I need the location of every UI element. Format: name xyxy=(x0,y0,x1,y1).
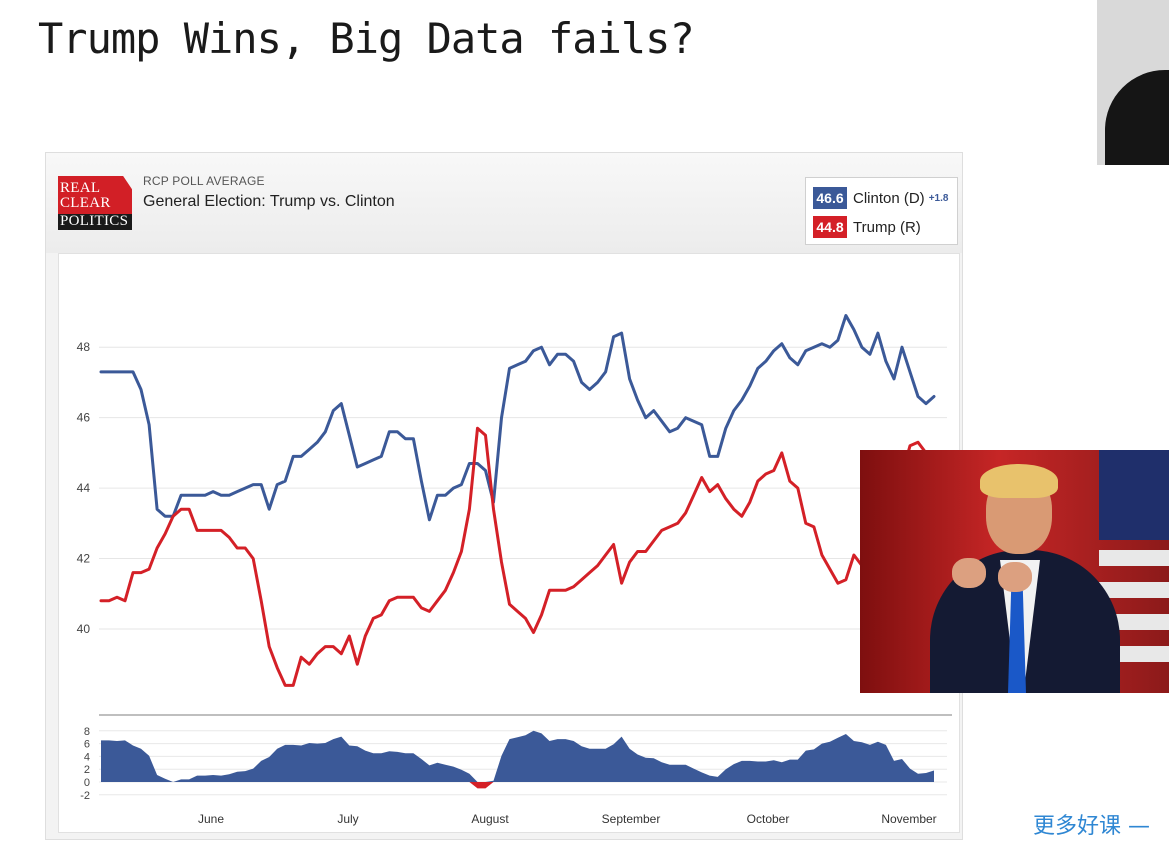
right-fist xyxy=(998,562,1032,592)
chart-kicker: RCP POLL AVERAGE xyxy=(143,174,265,188)
y-tick-label-1: 42 xyxy=(77,552,91,566)
legend-value-clinton: 46.6 xyxy=(813,187,847,209)
logo-line-1: REAL xyxy=(60,180,101,196)
series-line-trump xyxy=(99,426,936,687)
legend-spread-clinton: +1.8 xyxy=(928,192,949,204)
chart-title: General Election: Trump vs. Clinton xyxy=(143,193,395,210)
legend-item-trump: 44.8 Trump (R) xyxy=(813,216,921,238)
x-tick-label-september: September xyxy=(602,812,661,826)
legend-item-clinton: 46.6 Clinton (D) +1.8 xyxy=(813,187,948,209)
series-line-clinton xyxy=(99,314,936,522)
candidate-photo-inset xyxy=(860,450,1169,693)
spread-y-tick-label-5: -2 xyxy=(80,790,90,802)
rcp-logo: REAL CLEAR POLITICS xyxy=(58,176,132,230)
spread-y-tick-label-3: 2 xyxy=(84,764,90,776)
chart-header: REAL CLEAR POLITICS RCP POLL AVERAGE Gen… xyxy=(46,153,962,253)
legend: 46.6 Clinton (D) +1.8 44.8 Trump (R) xyxy=(805,177,958,245)
x-tick-label-june: June xyxy=(198,812,224,826)
more-courses-link[interactable]: 更多好课 — xyxy=(1033,814,1150,839)
logo-line-2: CLEAR xyxy=(60,195,111,211)
y-tick-label-0: 40 xyxy=(77,622,91,636)
legend-label-trump: Trump (R) xyxy=(853,218,921,236)
logo-line-3: POLITICS xyxy=(60,213,129,229)
x-tick-label-november: November xyxy=(881,812,936,826)
spread-y-tick-label-0: 8 xyxy=(84,726,90,738)
flag-canton xyxy=(1099,450,1169,540)
legend-label-clinton: Clinton (D) xyxy=(853,189,925,207)
plot-area: 40 42 44 46 48 8 6 4 2 0 -2 June July August September… xyxy=(58,253,960,833)
presenter-silhouette xyxy=(1105,70,1169,165)
y-tick-label-3: 46 xyxy=(77,411,91,425)
presenter-webcam xyxy=(1097,0,1169,165)
x-tick-label-august: August xyxy=(471,812,509,826)
x-tick-label-october: October xyxy=(747,812,790,826)
hair xyxy=(980,464,1058,498)
left-fist xyxy=(952,558,986,588)
x-tick-label-july: July xyxy=(337,812,358,826)
tie xyxy=(1008,575,1026,693)
spread-y-tick-label-1: 6 xyxy=(84,739,90,751)
spread-area-clinton xyxy=(101,730,934,782)
rcp-chart-card: REAL CLEAR POLITICS RCP POLL AVERAGE Gen… xyxy=(45,152,963,840)
slide-title: Trump Wins, Big Data fails? xyxy=(38,14,695,63)
y-tick-label-2: 44 xyxy=(77,481,91,495)
spread-y-tick-label-2: 4 xyxy=(84,751,90,763)
y-tick-label-4: 48 xyxy=(77,340,91,354)
spread-area-trump xyxy=(101,782,934,789)
spread-y-tick-label-4: 0 xyxy=(84,777,90,789)
legend-value-trump: 44.8 xyxy=(813,216,847,238)
